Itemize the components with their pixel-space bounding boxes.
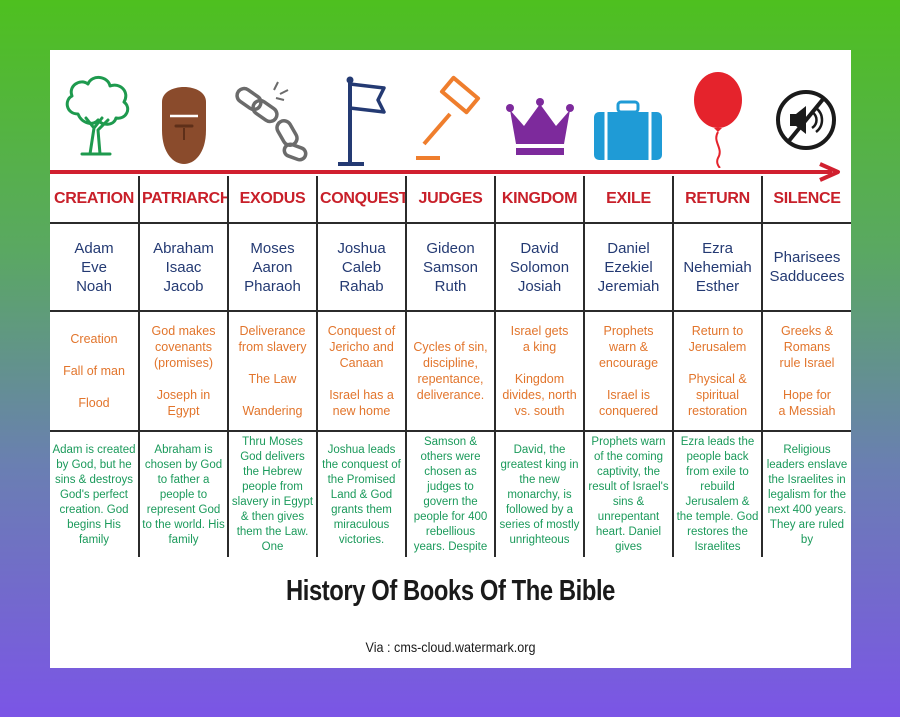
infographic-card: CREATION PATRIARCH EXODUS CONQUEST JUDGE… [50,50,851,668]
broken-chain-icon [230,68,310,168]
caption-panel: History Of Books Of The Bible Via : cms-… [50,557,851,668]
themes-cell: Creation Fall of man Flood [50,310,140,432]
summary-cell: Thru Moses God delivers the Hebrew peopl… [227,430,318,560]
era-conquest: CONQUEST [316,176,407,224]
source-credit: Via : cms-cloud.watermark.org [365,639,536,655]
people-cell: Abraham Isaac Jacob [138,222,229,312]
era-exile: EXILE [583,176,674,224]
people-cell: Gideon Samson Ruth [405,222,496,312]
summary-cell: Ezra leads the people back from exile to… [672,430,763,560]
summary-cell: Samson & others were chosen as judges to… [405,430,496,560]
summary-cell: Adam is created by God, but he sins & de… [50,430,140,560]
bearded-man-icon [144,68,224,168]
muted-speaker-icon [766,68,846,168]
themes-cell: Deliverance from slavery The Law Wanderi… [227,310,318,432]
themes-cell: Israel gets a king Kingdom divides, nort… [494,310,585,432]
people-cell: Joshua Caleb Rahab [316,222,407,312]
timeline-table: CREATION PATRIARCH EXODUS CONQUEST JUDGE… [50,176,851,560]
summary-cell: Religious leaders enslave the Israelites… [761,430,851,560]
suitcase-icon [588,68,668,168]
summary-cell: Joshua leads the conquest of the Promise… [316,430,407,560]
summary-cell: David, the greatest king in the new mona… [494,430,585,560]
era-exodus: EXODUS [227,176,318,224]
themes-row: Creation Fall of man Flood God makes cov… [50,310,851,432]
themes-cell: Greeks & Romans rule Israel Hope for a M… [761,310,851,432]
themes-cell: God makes covenants (promises) Joseph in… [138,310,229,432]
people-row: Adam Eve Noah Abraham Isaac Jacob Moses … [50,222,851,312]
era-patriarch: PATRIARCH [138,176,229,224]
era-creation: CREATION [50,176,140,224]
icon-row [50,50,851,170]
gavel-icon [410,68,490,168]
era-row: CREATION PATRIARCH EXODUS CONQUEST JUDGE… [50,176,851,224]
era-return: RETURN [672,176,763,224]
themes-cell: Cycles of sin, discipline, repentance, d… [405,310,496,432]
flag-icon [322,68,402,168]
page-title: History Of Books Of The Bible [286,575,615,607]
balloon-icon [678,68,758,169]
summary-row: Adam is created by God, but he sins & de… [50,430,851,560]
summary-cell: Prophets warn of the coming captivity, t… [583,430,674,560]
people-cell: Adam Eve Noah [50,222,140,312]
summary-cell: Abraham is chosen by God to father a peo… [138,430,229,560]
themes-cell: Conquest of Jericho and Canaan Israel ha… [316,310,407,432]
era-silence: SILENCE [761,176,851,224]
people-cell: Daniel Ezekiel Jeremiah [583,222,674,312]
tree-icon [56,68,136,168]
people-cell: Ezra Nehemiah Esther [672,222,763,312]
people-cell: Pharisees Sadducees [761,222,851,312]
people-cell: David Solomon Josiah [494,222,585,312]
crown-icon [500,68,580,168]
themes-cell: Prophets warn & encourage Israel is conq… [583,310,674,432]
era-kingdom: KINGDOM [494,176,585,224]
people-cell: Moses Aaron Pharaoh [227,222,318,312]
era-judges: JUDGES [405,176,496,224]
themes-cell: Return to Jerusalem Physical & spiritual… [672,310,763,432]
